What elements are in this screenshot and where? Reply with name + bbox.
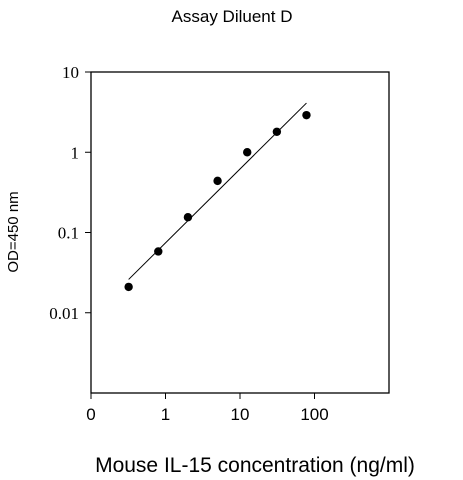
data-points — [124, 110, 311, 292]
chart-title: Assay Diluent D — [172, 7, 293, 26]
y-tick-label: 10 — [62, 63, 79, 82]
x-tick-label: 10 — [231, 405, 250, 424]
x-tick-label: 0 — [86, 405, 95, 424]
x-tick-label: 1 — [161, 405, 170, 424]
y-axis-ticks: 0.01 0.1 1 10 — [49, 63, 91, 323]
data-point — [124, 282, 133, 292]
data-point — [302, 110, 311, 120]
y-tick-label: 1 — [71, 143, 80, 162]
data-point — [183, 213, 193, 222]
y-tick-label: 0.1 — [58, 224, 79, 243]
data-point — [154, 247, 163, 256]
x-axis-ticks: 0 1 10 100 — [86, 393, 329, 424]
data-point — [213, 176, 222, 186]
data-point — [243, 148, 252, 157]
data-point — [272, 127, 282, 136]
y-axis-label: OD=450 nm — [5, 191, 22, 272]
plot-area-frame — [90, 71, 390, 394]
x-axis-label: Mouse IL-15 concentration (ng/ml) — [95, 454, 415, 477]
x-tick-label: 100 — [300, 405, 328, 424]
y-tick-label: 0.01 — [49, 304, 79, 323]
